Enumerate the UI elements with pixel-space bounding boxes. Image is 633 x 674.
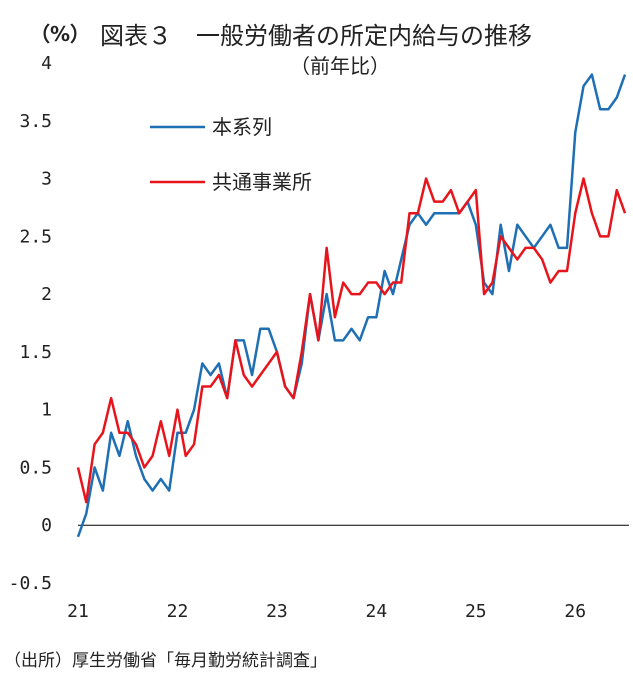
y-tick-label: 0 (41, 515, 52, 536)
series-line-1 (76, 73, 627, 538)
x-axis-ticks: 21 22 23 24 25 26 (67, 601, 586, 622)
chart-title-area: （%） 図表３ 一般労働者の所定内給与の推移 （前年比） (0, 6, 633, 78)
x-tick-label: 23 (266, 601, 288, 622)
chart-title: 図表３ 一般労働者の所定内給与の推移 (100, 22, 532, 50)
x-tick-label: 24 (366, 601, 388, 622)
y-tick-label: 4 (41, 53, 52, 74)
y-tick-label: -0.5 (9, 573, 52, 594)
y-tick-label: 2 (41, 284, 52, 305)
y-tick-label: 1.5 (19, 342, 52, 363)
x-tick-label: 21 (67, 601, 89, 622)
y-tick-label: 1 (41, 400, 52, 421)
x-tick-label: 26 (564, 601, 586, 622)
y-tick-label: 2.5 (19, 226, 52, 247)
chart-subtitle: （前年比） (290, 54, 390, 78)
legend-label: 本系列 (212, 115, 272, 139)
y-axis-ticks: 4 3.5 3 2.5 2 1.5 1 0.5 0 -0.5 (9, 53, 52, 594)
x-tick-label: 22 (167, 601, 189, 622)
legend-label: 共通事業所 (212, 170, 312, 194)
y-tick-label: 3.5 (19, 111, 52, 132)
source-note: （出所）厚生労働省「毎月勤労統計調査」 (4, 651, 327, 671)
x-tick-label: 25 (465, 601, 487, 622)
series-lines (76, 73, 627, 538)
y-tick-label: 3 (41, 169, 52, 190)
y-tick-label: 0.5 (19, 457, 52, 478)
series-line-2 (76, 177, 627, 504)
y-axis-unit-label: （%） (30, 22, 91, 46)
